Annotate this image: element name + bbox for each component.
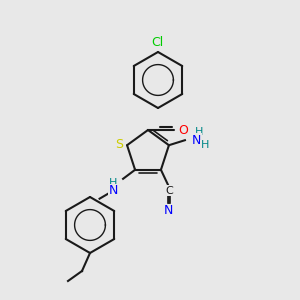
Text: N: N [192,134,202,147]
Text: H: H [109,178,117,188]
Text: N: N [164,204,174,217]
Text: H: H [201,140,209,150]
Text: N: N [108,184,118,197]
Text: H: H [195,127,203,137]
Text: O: O [178,124,188,136]
Text: Cl: Cl [151,35,163,49]
Text: S: S [115,138,123,151]
Text: C: C [165,186,173,196]
